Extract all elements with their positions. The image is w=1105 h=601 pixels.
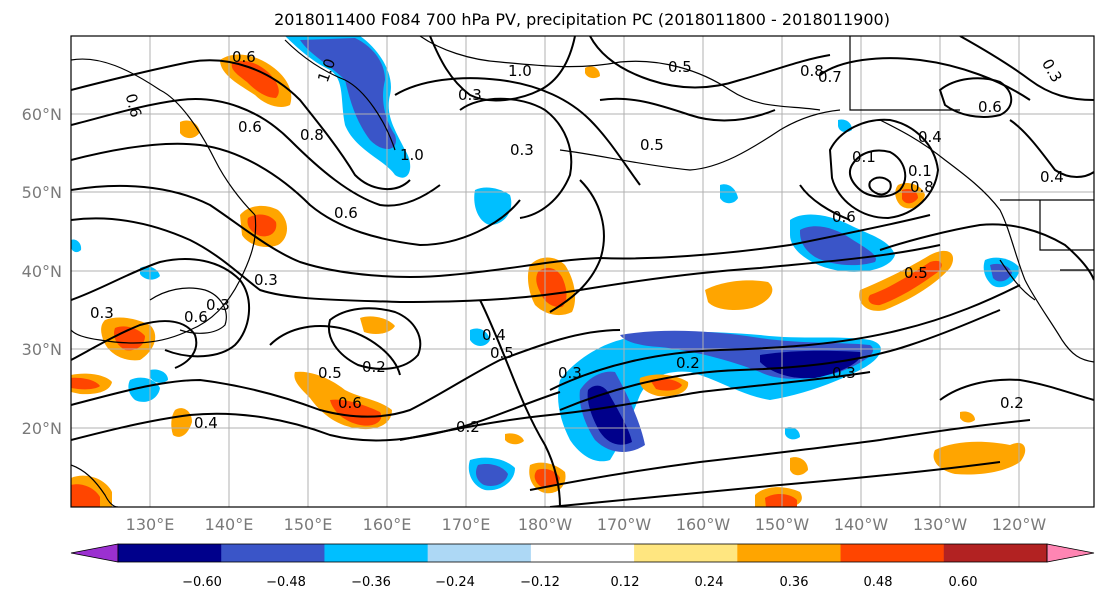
colorbar-tick-label: 0.36 xyxy=(780,575,809,590)
contour-label: 0.8 xyxy=(300,126,324,144)
contour-label: 0.6 xyxy=(238,118,262,136)
contour-labels: 0.6 0.6 0.6 1.0 1.0 0.5 0.5 0.8 0.7 0.3 … xyxy=(90,48,1066,436)
lat-label: 30°N xyxy=(22,340,62,359)
contour-label: 0.3 xyxy=(558,364,582,382)
lon-label: 120°W xyxy=(992,515,1047,534)
contour-label: 0.8 xyxy=(800,62,824,80)
lat-label: 40°N xyxy=(22,262,62,281)
colorbar-tick-labels: −0.60 −0.48 −0.36 −0.24 −0.12 0.12 0.24 … xyxy=(182,575,977,590)
contour-label: 0.7 xyxy=(818,68,842,86)
contour-label: 0.3 xyxy=(206,296,230,314)
colorbar-swatch xyxy=(737,544,842,562)
lon-label: 150°W xyxy=(755,515,810,534)
contour-label: 1.0 xyxy=(400,146,424,164)
contour-label: 0.4 xyxy=(194,414,218,432)
map-panel: 0.6 0.6 0.6 1.0 1.0 0.5 0.5 0.8 0.7 0.3 … xyxy=(22,35,1095,534)
lon-label: 160°W xyxy=(676,515,731,534)
lon-label: 150°E xyxy=(284,515,333,534)
pv-contours xyxy=(71,36,1094,507)
colorbar-tick-label: −0.24 xyxy=(435,575,475,590)
colorbar-swatch xyxy=(530,544,635,562)
lon-label: 160°E xyxy=(363,515,412,534)
lon-label: 140°E xyxy=(205,515,254,534)
contour-label: 0.6 xyxy=(978,98,1002,116)
contour-label: 0.3 xyxy=(254,271,278,289)
lat-label: 60°N xyxy=(22,105,62,124)
contour-label: 0.3 xyxy=(90,304,114,322)
colorbar-swatch xyxy=(427,544,532,562)
contour-label: 0.5 xyxy=(640,136,664,154)
lon-label: 170°E xyxy=(442,515,491,534)
contour-label: 0.5 xyxy=(904,264,928,282)
colorbar-swatch xyxy=(221,544,325,562)
contour-label: 0.2 xyxy=(456,418,480,436)
contour-label: 0.3 xyxy=(832,364,856,382)
colorbar-swatch xyxy=(118,544,222,562)
colorbar-tick-label: −0.48 xyxy=(266,575,306,590)
contour-label: 0.4 xyxy=(918,128,942,146)
colorbar: −0.60 −0.48 −0.36 −0.24 −0.12 0.12 0.24 … xyxy=(70,543,1095,590)
colorbar-tick-label: 0.12 xyxy=(611,575,640,590)
contour-label: 0.4 xyxy=(1040,168,1064,186)
lon-label: 130°W xyxy=(913,515,968,534)
contour-label: 0.2 xyxy=(1000,394,1024,412)
lat-label: 20°N xyxy=(22,419,62,438)
contour-label: 0.6 xyxy=(832,208,856,226)
lat-label: 50°N xyxy=(22,183,62,202)
contour-label: 0.2 xyxy=(362,358,386,376)
map-frame xyxy=(70,35,1095,508)
colorbar-swatch xyxy=(324,544,429,562)
colorbar-swatch xyxy=(634,544,738,562)
precip-negative-shading xyxy=(71,36,1020,491)
colorbar-tick-label: 0.60 xyxy=(949,575,978,590)
contour-label: 0.5 xyxy=(668,58,692,76)
contour-label: 1.0 xyxy=(508,62,532,80)
contour-label: 0.6 xyxy=(334,204,358,222)
colorbar-swatch xyxy=(840,544,945,562)
colorbar-tick-label: 0.48 xyxy=(864,575,893,590)
contour-label: 0.5 xyxy=(318,364,342,382)
colorbar-swatch xyxy=(943,544,1048,562)
colorbar-tick-label: −0.36 xyxy=(351,575,391,590)
colorbar-extend-min xyxy=(70,543,119,563)
colorbar-frame xyxy=(117,543,1048,563)
figure-title: 2018011400 F084 700 hPa PV, precipitatio… xyxy=(274,10,890,29)
colorbar-tick-label: −0.12 xyxy=(520,575,560,590)
contour-label: 0.6 xyxy=(122,92,146,120)
contour-label: 0.6 xyxy=(184,308,208,326)
lon-label: 130°E xyxy=(126,515,175,534)
contour-label: 0.6 xyxy=(338,394,362,412)
map-gridlines xyxy=(71,36,1094,507)
lon-label: 180°W xyxy=(518,515,573,534)
contour-label: 0.6 xyxy=(232,48,256,66)
contour-label: 0.1 xyxy=(852,148,876,166)
contour-label: 0.3 xyxy=(458,86,482,104)
contour-label: 0.5 xyxy=(490,344,514,362)
lon-label: 170°W xyxy=(597,515,652,534)
contour-label: 0.8 xyxy=(910,178,934,196)
lon-label: 140°W xyxy=(834,515,889,534)
contour-label: 0.1 xyxy=(908,162,932,180)
colorbar-extend-max xyxy=(1046,543,1095,563)
colorbar-tick-label: −0.60 xyxy=(182,575,222,590)
colorbar-tick-label: 0.24 xyxy=(695,575,724,590)
contour-label: 0.3 xyxy=(510,141,534,159)
colorbar-swatches xyxy=(70,543,1095,563)
contour-label: 0.4 xyxy=(482,326,506,344)
longitude-labels: 130°E 140°E 150°E 160°E 170°E 180°W 170°… xyxy=(126,515,1047,534)
contour-label: 0.2 xyxy=(676,354,700,372)
latitude-labels: 60°N 50°N 40°N 30°N 20°N xyxy=(22,105,62,438)
